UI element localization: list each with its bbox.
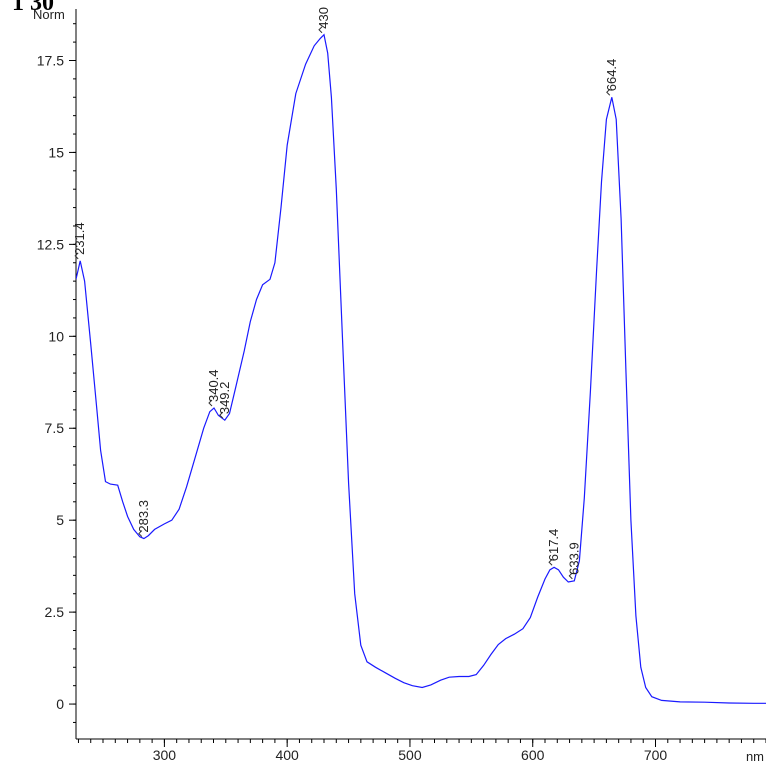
peak-label: 231.4 bbox=[72, 222, 87, 255]
x-axis-label: nm bbox=[746, 749, 764, 764]
peak-label: 633.9 bbox=[566, 542, 581, 575]
peak-marker bbox=[138, 530, 143, 537]
y-tick-label: 0 bbox=[56, 696, 64, 712]
y-axis-label: Norm bbox=[33, 7, 65, 22]
peak-annotation: 633.9 bbox=[566, 542, 581, 580]
x-tick-label: 400 bbox=[275, 747, 299, 763]
peak-annotation: 231.4 bbox=[72, 222, 87, 260]
peak-label: 340.4 bbox=[206, 369, 221, 402]
peak-label: 664.4 bbox=[604, 59, 619, 92]
y-tick-label: 12.5 bbox=[37, 236, 64, 252]
y-tick-label: 17.5 bbox=[37, 52, 64, 68]
peak-label: 283.3 bbox=[136, 500, 151, 533]
peak-label: 349.2 bbox=[217, 382, 232, 415]
peak-marker bbox=[318, 26, 323, 34]
peak-annotation: 340.4 bbox=[206, 369, 221, 407]
peak-marker bbox=[208, 399, 213, 407]
peak-annotation: 349.2 bbox=[217, 382, 232, 419]
y-tick-label: 5 bbox=[56, 512, 64, 528]
peak-marker bbox=[219, 411, 224, 419]
y-tick-label: 7.5 bbox=[45, 420, 65, 436]
y-tick-label: 15 bbox=[48, 144, 64, 160]
plot-layer bbox=[76, 33, 766, 704]
x-tick-label: 500 bbox=[398, 747, 422, 763]
x-tick-label: 600 bbox=[521, 747, 545, 763]
peak-annotation: 617.4 bbox=[546, 529, 561, 566]
peak-marker bbox=[568, 572, 573, 580]
peak-annotation: 664.4 bbox=[604, 59, 619, 96]
peak-label: 430 bbox=[316, 7, 331, 29]
peak-annotation: 283.3 bbox=[136, 500, 151, 537]
chart-title: 1 30 bbox=[12, 0, 54, 16]
peak-annotation: 430 bbox=[316, 7, 331, 34]
peak-marker bbox=[74, 252, 79, 260]
plot-area bbox=[76, 9, 766, 739]
y-tick-label: 10 bbox=[48, 328, 64, 344]
x-tick-label: 700 bbox=[644, 747, 668, 763]
peak-label: 617.4 bbox=[546, 529, 561, 562]
spectrum-line bbox=[76, 33, 766, 704]
axes: 0 2.5 5 7.5 10 12.5 15 17.5 300 400 500 600 700 Norm n… bbox=[33, 7, 766, 764]
x-tick-label: 300 bbox=[153, 747, 177, 763]
peak-marker bbox=[606, 88, 611, 96]
y-tick-label: 2.5 bbox=[45, 604, 65, 620]
peak-marker bbox=[548, 558, 553, 566]
